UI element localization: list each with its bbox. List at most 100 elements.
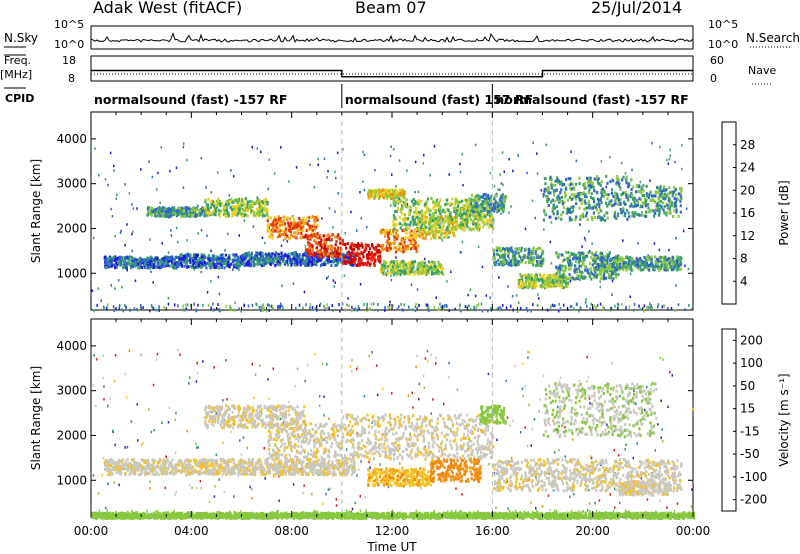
- echo-cell: [210, 265, 213, 269]
- echo-cell: [565, 178, 568, 181]
- echo-cell: [249, 258, 252, 262]
- echo-cell: [353, 252, 356, 256]
- echo-cell: [664, 268, 668, 272]
- echo-cell: [235, 199, 238, 202]
- echo-cell: [405, 246, 408, 250]
- echo-cell: [567, 262, 570, 266]
- echo-cell: [359, 252, 362, 256]
- echo-cell: [311, 229, 314, 232]
- echo-cell: [197, 232, 199, 235]
- echo-cell: [331, 233, 334, 237]
- echo-cell: [202, 263, 205, 267]
- echo-cell: [374, 248, 377, 252]
- echo-cell: [516, 247, 519, 251]
- echo-cell: [266, 226, 269, 230]
- echo-cell: [289, 224, 292, 228]
- echo-cell: [538, 246, 542, 250]
- echo-cell: [273, 172, 276, 175]
- echo-cell: [540, 274, 543, 278]
- echo-cell: [140, 304, 142, 307]
- echo-cell: [587, 184, 590, 188]
- echo-cell: [239, 255, 242, 259]
- echo-cell: [532, 285, 535, 288]
- echo-cell: [290, 221, 293, 225]
- echo-cell: [591, 272, 594, 276]
- echo-cell: [550, 274, 554, 278]
- echo-cell: [556, 177, 559, 181]
- echo-cell: [437, 260, 440, 264]
- echo-cell: [600, 258, 603, 262]
- echo-cell: [220, 266, 223, 270]
- echo-cell: [591, 206, 594, 210]
- echo-cell: [649, 306, 651, 310]
- echo-cell: [501, 254, 504, 258]
- echo-cell: [441, 304, 444, 308]
- echo-cell: [602, 254, 605, 258]
- echo-cell: [501, 247, 505, 251]
- echo-cell: [416, 270, 419, 274]
- echo-cell: [407, 247, 410, 251]
- echo-cell: [113, 259, 116, 262]
- echo-cell: [251, 145, 253, 149]
- echo-cell: [421, 272, 424, 275]
- echo-cell: [426, 230, 429, 234]
- echo-cell: [529, 279, 532, 283]
- echo-cell: [517, 262, 520, 266]
- echo-cell: [590, 302, 592, 306]
- echo-cell: [210, 258, 213, 262]
- echo-cell: [282, 229, 285, 233]
- echo-cell: [381, 230, 385, 234]
- echo-cell: [167, 260, 170, 263]
- echo-cell: [586, 180, 589, 184]
- echo-cell: [302, 235, 305, 239]
- echo-cell: [679, 260, 682, 264]
- echo-cell: [594, 256, 597, 260]
- echo-cell: [540, 189, 543, 192]
- echo-cell: [522, 255, 525, 259]
- echo-cell: [404, 270, 407, 274]
- echo-cell: [276, 260, 279, 263]
- echo-cell: [180, 214, 183, 218]
- echo-cell: [593, 304, 596, 308]
- echo-cell: [546, 189, 549, 193]
- echo-cell: [533, 283, 536, 287]
- echo-cell: [511, 257, 514, 261]
- echo-cell: [104, 178, 107, 181]
- echo-cell: [199, 209, 202, 213]
- echo-cell: [161, 242, 163, 245]
- echo-cell: [315, 263, 318, 267]
- echo-cell: [364, 243, 368, 247]
- echo-cell: [507, 254, 510, 258]
- echo-cell: [308, 215, 311, 219]
- echo-cell: [244, 197, 248, 201]
- echo-cell: [544, 286, 546, 290]
- echo-cell: [501, 151, 504, 154]
- echo-cell: [120, 262, 123, 266]
- echo-cell: [245, 252, 248, 256]
- echo-cell: [588, 230, 590, 233]
- echo-cell: [398, 305, 400, 309]
- echo-cell: [543, 279, 547, 283]
- echo-cell: [453, 234, 457, 238]
- echo-cell: [507, 250, 510, 253]
- echo-cell: [536, 254, 539, 258]
- echo-cell: [410, 241, 413, 245]
- echo-cell: [262, 255, 265, 259]
- echo-cell: [260, 212, 263, 216]
- echo-cell: [589, 196, 593, 199]
- echo-cell: [270, 304, 273, 308]
- echo-cell: [307, 243, 310, 247]
- echo-cell: [554, 199, 557, 203]
- echo-cell: [96, 303, 98, 307]
- echo-cell: [519, 260, 522, 264]
- echo-cell: [420, 219, 424, 223]
- echo-cell: [359, 283, 362, 286]
- echo-cell: [351, 249, 354, 253]
- echo-cell: [349, 253, 352, 257]
- echo-cell: [311, 305, 314, 309]
- echo-cell: [394, 246, 397, 250]
- echo-cell: [389, 154, 392, 158]
- echo-cell: [286, 240, 289, 243]
- echo-cell: [600, 201, 603, 205]
- echo-cell: [435, 296, 437, 299]
